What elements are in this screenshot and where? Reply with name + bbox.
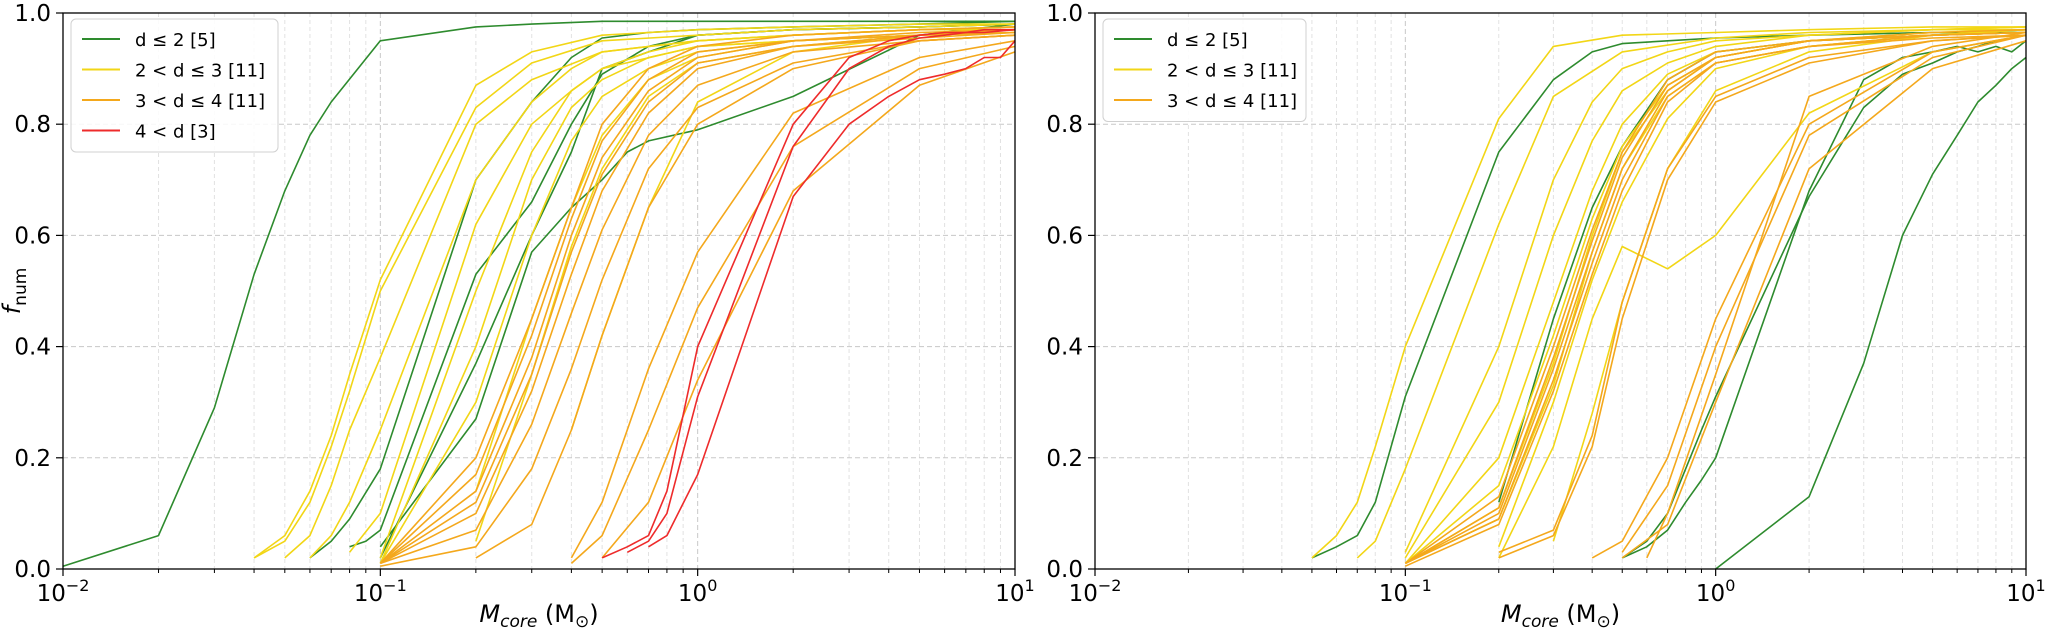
series-line (1404, 34, 2027, 567)
series-line (626, 28, 1016, 554)
series-line (1621, 40, 2027, 559)
series-line (570, 28, 1016, 431)
series-line (1591, 34, 2027, 559)
y-tick-label: 0.8 (1046, 112, 1083, 138)
series-line (1498, 34, 2027, 559)
series-line (1498, 34, 2027, 559)
x-axis-label: Mcore (M⊙) (479, 600, 598, 630)
series-line (379, 31, 1016, 565)
axes-frame (1094, 12, 2027, 570)
right-panel: 10−2 10−1 100 101 0.0 0.2 0.4 0.6 0.8 1.0 Mcore (M… (1046, 1, 2045, 630)
series-line (380, 34, 1016, 567)
series-line (253, 23, 1016, 559)
series-line (1621, 34, 2027, 559)
x-tick-label: 10−1 (354, 576, 407, 607)
series-line (601, 51, 1016, 559)
x-tick-label: 101 (2006, 576, 2045, 607)
y-tick-label: 1.0 (1046, 1, 1083, 27)
series-line (309, 20, 1016, 559)
y-tick-label: 0.0 (14, 557, 51, 583)
series-line (1621, 40, 2027, 559)
y-tick-label: 0.4 (1046, 335, 1083, 361)
series-line (1404, 31, 2027, 565)
x-axis-label: Mcore (M⊙) (1501, 600, 1620, 630)
legend-label: 2 < d ≤ 3 [11] (135, 61, 265, 82)
axes-frame (62, 12, 1016, 570)
series-line (1404, 28, 2027, 565)
series-line (1404, 31, 2027, 565)
series-line (379, 28, 1016, 564)
series-line (475, 34, 1016, 559)
series-line (348, 28, 1016, 553)
y-tick-label: 1.0 (14, 1, 51, 27)
series-line (1356, 26, 2027, 559)
legend-box (1102, 18, 1307, 122)
series-line (1404, 28, 2026, 559)
series-line (601, 28, 1015, 559)
legend-label: 4 < d [3] (135, 122, 216, 143)
legend-label: 3 < d ≤ 4 [11] (135, 91, 265, 112)
y-tick-label: 0.0 (1046, 557, 1083, 583)
legend: d ≤ 2 [5] 2 < d ≤ 3 [11] 3 < d ≤ 4 [11] 4 <… (70, 18, 279, 153)
series-line (1715, 56, 2027, 570)
y-tick-label: 0.8 (14, 112, 51, 138)
series-line (570, 45, 1016, 564)
legend-box (70, 18, 279, 153)
legend-label: d ≤ 2 [5] (135, 30, 216, 51)
legend-label: 3 < d ≤ 4 [11] (1167, 91, 1297, 112)
series-line (1621, 34, 2027, 553)
series-line (379, 31, 1016, 565)
series-line (1498, 31, 2027, 503)
series-line (284, 26, 1016, 559)
series-line (380, 34, 1016, 565)
y-tick-label: 0.2 (14, 446, 51, 472)
y-axis-label: fnum (0, 268, 31, 315)
series-line (62, 20, 1015, 567)
series-group (1311, 26, 2027, 570)
series-line (1646, 31, 2027, 559)
legend: d ≤ 2 [5] 2 < d ≤ 3 [11] 3 < d ≤ 4 [11] (1102, 18, 1307, 122)
y-tick-label: 0.2 (1046, 446, 1083, 472)
x-tick-label: 100 (1696, 576, 1735, 607)
series-group (62, 20, 1016, 567)
series-line (379, 26, 1016, 564)
series-line (1311, 26, 2026, 559)
y-tick-label: 0.6 (1046, 223, 1083, 249)
left-panel: 10−2 10−1 100 101 0.0 0.2 0.4 0.6 0.8 1.0 Mcore (M… (0, 1, 1035, 630)
x-tick-label: 10−2 (37, 576, 90, 607)
x-tick-label: 10−2 (1069, 576, 1122, 607)
series-line (1552, 28, 2027, 542)
x-tick-label: 10−1 (1379, 576, 1432, 607)
y-tick-label: 0.6 (14, 223, 51, 249)
y-tick-label: 0.4 (14, 335, 51, 361)
series-line (648, 40, 1016, 548)
series-line (253, 23, 1015, 559)
series-line (349, 23, 1016, 548)
series-line (570, 40, 1016, 559)
series-line (309, 28, 1015, 559)
series-line (1498, 34, 2027, 554)
series-line (379, 28, 1016, 565)
x-tick-label: 100 (678, 576, 717, 607)
legend-label: d ≤ 2 [5] (1167, 30, 1248, 51)
series-line (379, 23, 1016, 548)
legend-label: 2 < d ≤ 3 [11] (1167, 61, 1297, 82)
x-tick-label: 101 (995, 576, 1034, 607)
series-line (1311, 31, 2026, 559)
